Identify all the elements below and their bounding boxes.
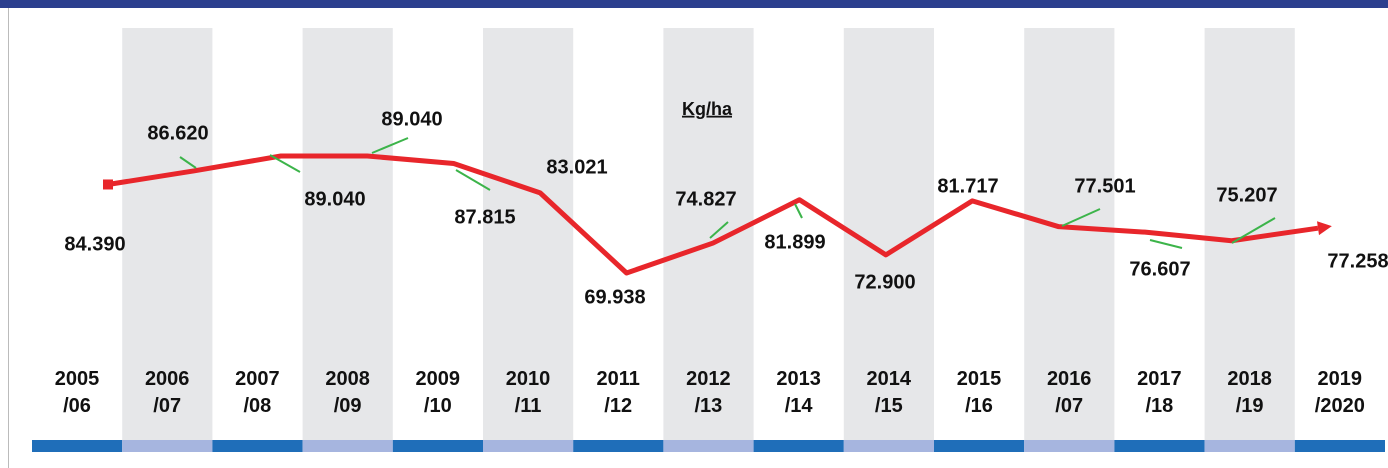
- x-tick-label: 2011 /12: [596, 368, 640, 417]
- bottom-strip: [1114, 440, 1205, 452]
- data-line: [107, 153, 1319, 276]
- column-band: [663, 28, 754, 440]
- bottom-strip: [32, 440, 123, 452]
- end-arrow: [1316, 221, 1332, 236]
- bottom-strip: [573, 440, 664, 452]
- bottom-strip: [843, 440, 934, 452]
- column-band: [1024, 28, 1115, 440]
- unit-label: Kg/ha: [682, 99, 733, 119]
- data-label: 76.607: [1129, 258, 1190, 280]
- data-label: 87.815: [454, 206, 515, 228]
- leader-line: [1149, 239, 1183, 249]
- bottom-strip: [212, 440, 303, 452]
- data-label: 77.258: [1327, 250, 1388, 272]
- x-tick-label: 2012 /13: [686, 368, 731, 417]
- bottom-strip: [934, 440, 1025, 452]
- data-label: 89.040: [381, 108, 442, 130]
- columns: [32, 28, 1385, 452]
- bottom-strip: [122, 440, 213, 452]
- x-tick-label: 2009 /10: [415, 368, 461, 417]
- x-tick-label: 2006 /07: [144, 368, 190, 417]
- leader-line: [1061, 208, 1101, 227]
- bottom-strip: [1024, 440, 1115, 452]
- data-label: 86.620: [147, 122, 208, 144]
- data-label: 83.021: [546, 156, 607, 178]
- leader-line: [1231, 217, 1276, 244]
- data-label: 81.717: [937, 175, 998, 197]
- data-label: 75.207: [1216, 184, 1277, 206]
- leader-line: [179, 156, 197, 169]
- x-tick-label: 2013 /14: [776, 368, 821, 417]
- leader-line: [269, 154, 301, 173]
- leader-line: [794, 203, 803, 219]
- column-band: [483, 28, 574, 440]
- data-label: 72.900: [854, 271, 915, 293]
- bottom-strip: [302, 440, 393, 452]
- x-tick-label: 2014 /15: [866, 368, 912, 417]
- bottom-strip: [392, 440, 483, 452]
- x-tick-label: 2008 /09: [325, 368, 370, 417]
- leader-line: [455, 169, 491, 191]
- data-label: 74.827: [675, 188, 736, 210]
- data-label: 77.501: [1074, 175, 1135, 197]
- data-label: 69.938: [584, 286, 645, 308]
- x-tick-label: 2017 /18: [1137, 368, 1182, 417]
- leader-line: [709, 221, 729, 239]
- data-label: 84.390: [64, 233, 125, 255]
- bottom-strip: [1294, 440, 1385, 452]
- data-label: 89.040: [304, 188, 365, 210]
- leader-line: [371, 137, 409, 154]
- column-band: [302, 28, 393, 440]
- column-band: [122, 28, 213, 440]
- x-tick-label: 2015 /16: [956, 368, 1002, 417]
- bottom-strip: [1204, 440, 1295, 452]
- data-label: 81.899: [764, 231, 825, 253]
- x-tick-label: 2005 /06: [54, 368, 100, 417]
- x-tick-label: 2007 /08: [235, 368, 280, 417]
- start-marker: [103, 179, 113, 190]
- x-tick-label: 2018 /19: [1227, 368, 1272, 417]
- bottom-strip: [663, 440, 754, 452]
- top-bar: [0, 0, 1388, 8]
- x-tick-label: 2019 /2020: [1314, 368, 1365, 417]
- x-tick-label: 2010 /11: [505, 368, 551, 417]
- bottom-strip: [753, 440, 844, 452]
- x-tick-label: 2016 /07: [1046, 368, 1092, 417]
- bottom-strip: [483, 440, 574, 452]
